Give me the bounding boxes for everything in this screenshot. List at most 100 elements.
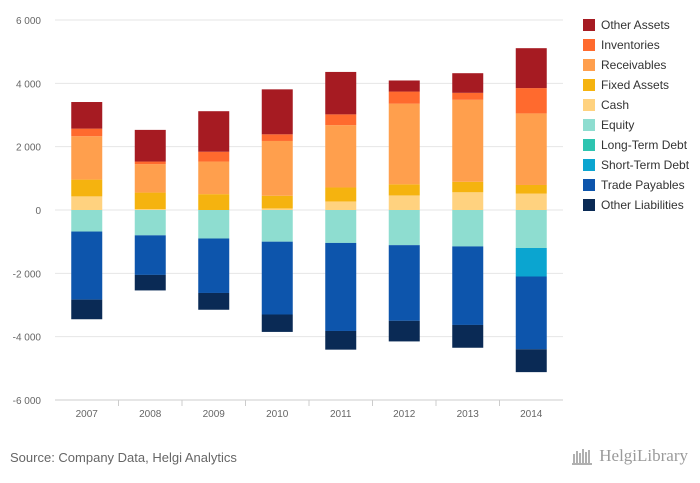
bar-segment	[452, 73, 484, 93]
legend-label: Short-Term Debt	[601, 158, 690, 172]
bar-segment	[261, 140, 293, 196]
bar-segment	[325, 210, 357, 243]
legend-swatch	[583, 19, 595, 31]
bar-segment	[134, 129, 166, 162]
bar-segment	[261, 241, 293, 315]
bar-segment	[198, 161, 230, 195]
y-tick-label: 2 000	[16, 143, 41, 154]
bar-segment	[452, 192, 484, 210]
bar-segment	[71, 299, 103, 320]
bar-segment	[261, 89, 293, 135]
bar-segment	[198, 210, 230, 239]
bar-segment	[388, 80, 420, 92]
legend-label: Other Assets	[601, 18, 670, 32]
y-tick-label: -6 000	[13, 396, 42, 407]
y-tick-label: 0	[35, 206, 41, 217]
bar-segment	[134, 192, 166, 210]
x-tick-label: 2008	[139, 409, 162, 420]
bar-segment	[452, 210, 484, 247]
legend-swatch	[583, 39, 595, 51]
y-tick-label: 4 000	[16, 79, 41, 90]
bar-segment	[261, 208, 293, 210]
bar-segment	[71, 210, 103, 232]
legend-label: Inventories	[601, 38, 660, 52]
source-note: Source: Company Data, Helgi Analytics	[10, 450, 237, 465]
bar-segment	[388, 195, 420, 210]
bar-segment	[452, 181, 484, 193]
bar-segment	[261, 195, 293, 209]
grid-lines	[55, 19, 563, 401]
bar-segment	[198, 151, 230, 162]
bar-segment	[261, 314, 293, 332]
bar-segment	[134, 161, 166, 165]
bar-segment	[198, 292, 230, 310]
bar-segment	[515, 193, 547, 210]
bar-segment	[71, 231, 103, 300]
bar-segment	[388, 320, 420, 342]
bar-segment	[515, 113, 547, 185]
x-tick-label: 2014	[520, 409, 543, 420]
bar-segment	[134, 164, 166, 193]
bar-segment	[388, 210, 420, 246]
bar-segment	[198, 111, 230, 152]
stacked-bar-chart: 6 000 4 000 2 000 0 -2 000 -4 000 -6 000 2007 20…	[13, 16, 690, 420]
bar-segment	[261, 210, 293, 242]
bar-segment	[515, 349, 547, 373]
brand-name: HelgiLibrary	[599, 446, 688, 465]
bar-segment	[388, 245, 420, 321]
x-tick-label: 2013	[457, 409, 480, 420]
bar-segment	[515, 210, 547, 248]
legend-swatch	[583, 199, 595, 211]
legend-label: Other Liabilities	[601, 198, 684, 212]
y-tick-label: -4 000	[13, 333, 42, 344]
library-icon	[572, 449, 593, 465]
bar-segment	[134, 274, 166, 291]
legend-label: Fixed Assets	[601, 78, 669, 92]
bar-segment	[452, 99, 484, 182]
bar-segment	[71, 179, 103, 197]
legend-swatch	[583, 59, 595, 71]
bar-segment	[515, 276, 547, 350]
bar-segment	[325, 201, 357, 210]
bar-segment	[325, 71, 357, 115]
legend-label: Equity	[601, 118, 634, 132]
legend-swatch	[583, 99, 595, 111]
bar-segment	[71, 196, 103, 210]
legend-label: Receivables	[601, 58, 666, 72]
bar-segment	[452, 92, 484, 100]
bar-segment	[452, 324, 484, 348]
bar-segment	[71, 102, 103, 129]
bar-segment	[134, 209, 166, 210]
x-tick-label: 2009	[203, 409, 226, 420]
bar-segment	[452, 246, 484, 325]
bar-segment	[325, 114, 357, 126]
bars	[71, 48, 547, 373]
bar-segment	[325, 242, 357, 331]
bar-segment	[198, 238, 230, 293]
axes: 6 000 4 000 2 000 0 -2 000 -4 000 -6 000 2007 20…	[13, 16, 563, 420]
bar-segment	[515, 248, 547, 277]
y-tick-label: 6 000	[16, 16, 41, 27]
bar-segment	[134, 210, 166, 236]
x-tick-label: 2012	[393, 409, 416, 420]
bar-segment	[134, 235, 166, 275]
legend-swatch	[583, 139, 595, 151]
bar-segment	[388, 103, 420, 185]
bar-segment	[325, 187, 357, 202]
brand-logo: HelgiLibrary	[572, 446, 688, 466]
legend: Other Assets Inventories Receivables Fixed …	[583, 18, 690, 212]
bar-segment	[325, 330, 357, 350]
bar-segment	[261, 134, 293, 141]
bar-segment	[515, 48, 547, 89]
legend-label: Long-Term Debt	[601, 138, 688, 152]
legend-swatch	[583, 179, 595, 191]
x-tick-label: 2007	[76, 409, 99, 420]
legend-swatch	[583, 79, 595, 91]
bar-segment	[515, 184, 547, 194]
bar-segment	[388, 184, 420, 196]
bar-segment	[388, 91, 420, 104]
bar-segment	[198, 194, 230, 210]
y-tick-label: -2 000	[13, 269, 42, 280]
bar-segment	[71, 136, 103, 180]
